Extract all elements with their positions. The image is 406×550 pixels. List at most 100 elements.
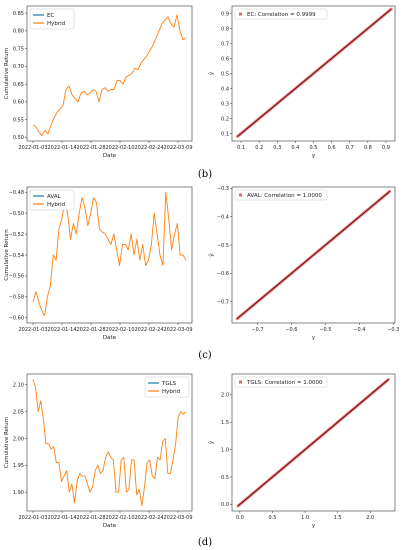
x-tick-label: 0.2 — [255, 145, 263, 151]
y-tick-label: 0.6 — [221, 56, 229, 62]
x-tick-label: 0.9 — [382, 145, 390, 151]
legend-entry: AVAL — [47, 194, 62, 200]
x-tick-label: 0.6 — [328, 145, 336, 151]
x-tick-label: 2022-01-28 — [76, 145, 105, 151]
x-axis-label: y — [312, 523, 316, 529]
y-tick-label: 0.0 — [221, 502, 229, 508]
x-tick-label: 2.0 — [366, 515, 374, 521]
plot-frame — [231, 373, 396, 512]
x-tick-label: 0.5 — [268, 515, 276, 521]
y-tick-label: −0.50 — [9, 211, 24, 217]
plot-frame — [26, 5, 193, 142]
fit-line-overlay — [237, 379, 389, 507]
x-tick-label: 0.3 — [273, 145, 281, 151]
x-tick-label: −0.4 — [353, 327, 365, 333]
y-axis-label: ŷ — [208, 71, 215, 75]
x-tick-label: 2022-01-03 — [18, 145, 47, 151]
x-tick-label: 2022-02-10 — [105, 515, 134, 521]
x-axis-label: Date — [103, 335, 117, 341]
x-tick-label: 2022-01-28 — [76, 327, 105, 333]
legend-entry: EC — [47, 13, 54, 19]
legend-box — [234, 376, 328, 388]
plot-frame — [231, 186, 396, 324]
legend-box — [234, 8, 328, 20]
y-tick-label: 0.80 — [13, 29, 24, 35]
x-axis-label: y — [312, 153, 316, 159]
y-tick-label: 0.5 — [221, 71, 229, 77]
y-tick-label: 2.05 — [13, 409, 24, 415]
panel-label-c: (c) — [198, 350, 212, 361]
x-tick-label: 0.8 — [364, 145, 372, 151]
y-tick-label: 0.7 — [221, 41, 229, 47]
legend-entry: Hybrid — [47, 21, 65, 27]
legend-swatch — [239, 193, 242, 197]
series-line-hybrid — [32, 379, 187, 507]
x-tick-label: 2022-01-14 — [47, 327, 76, 333]
x-tick-label: 2022-03-09 — [163, 515, 192, 521]
x-tick-label: −0.3 — [387, 327, 399, 333]
y-tick-label: 2.0 — [221, 393, 229, 399]
y-tick-label: 0.50 — [13, 135, 24, 141]
y-tick-label: 1.0 — [221, 447, 229, 453]
y-tick-label: −0.48 — [9, 190, 24, 196]
y-tick-label: 0.75 — [13, 46, 24, 52]
x-tick-label: 2022-03-09 — [163, 327, 192, 333]
fit-line-overlay — [236, 191, 391, 319]
x-tick-label: 0.5 — [310, 145, 318, 151]
y-tick-label: 0.2 — [221, 116, 229, 122]
legend-entry: TGLS: Correlation = 1.0000 — [246, 380, 323, 386]
legend-swatch — [239, 380, 242, 384]
x-tick-label: 2022-02-10 — [105, 145, 134, 151]
y-tick-label: −0.6 — [217, 271, 229, 277]
x-tick-label: 2022-03-09 — [163, 145, 192, 151]
y-tick-label: −0.52 — [9, 232, 24, 238]
legend-box — [144, 376, 190, 398]
legend-box — [29, 8, 75, 30]
x-tick-label: 0.1 — [237, 145, 245, 151]
x-tick-label: 2022-01-14 — [47, 145, 76, 151]
x-tick-label: 1.0 — [301, 515, 309, 521]
y-axis-label: Cumulative Return — [4, 416, 10, 468]
x-tick-label: 0.0 — [236, 515, 244, 521]
y-tick-label: 0.3 — [221, 101, 229, 107]
x-tick-label: −0.6 — [285, 327, 297, 333]
legend-box — [234, 189, 328, 201]
chart-6: 0.0 0.5 1.0 1.5 2.0 0.0 0.5 1.0 1.5 2.0 y ŷ TGLS: Co… — [208, 373, 396, 529]
legend-entry: Hybrid — [162, 389, 180, 395]
y-tick-label: 0.70 — [13, 64, 24, 70]
x-tick-label: 2022-02-24 — [134, 145, 163, 151]
x-tick-label: 2022-01-03 — [18, 327, 47, 333]
scatter-point — [390, 7, 393, 11]
plot-frame — [26, 373, 193, 512]
x-tick-label: 2022-02-10 — [105, 327, 134, 333]
x-axis-label: Date — [103, 153, 117, 159]
y-axis-label: Cumulative Return — [4, 47, 10, 99]
y-tick-label: −0.3 — [217, 186, 229, 192]
y-tick-label: −0.5 — [217, 243, 229, 249]
legend-entry: EC: Correlation = 0.9999 — [247, 12, 316, 18]
x-tick-label: 0.4 — [291, 145, 299, 151]
y-tick-label: 0.5 — [221, 475, 229, 481]
y-tick-label: 0.4 — [221, 86, 229, 92]
y-tick-label: 0.8 — [221, 26, 229, 32]
y-axis-label: ŷ — [208, 440, 215, 444]
x-tick-label: −0.5 — [319, 327, 331, 333]
y-tick-label: 1.95 — [13, 463, 24, 469]
y-tick-label: −0.7 — [217, 300, 229, 306]
panel-label-b: (b) — [198, 169, 212, 180]
legend-entry: AVAL: Correlation = 1.0000 — [247, 193, 322, 199]
x-tick-label: 2022-02-24 — [134, 327, 163, 333]
x-tick-label: 0.7 — [346, 145, 354, 151]
legend-entry: Hybrid — [47, 202, 65, 208]
legend-box — [29, 189, 75, 211]
legend-entry: TGLS — [161, 381, 177, 387]
x-tick-label: 1.5 — [334, 515, 342, 521]
y-tick-label: −0.54 — [9, 253, 24, 259]
chart-5: 2.10 2.05 2.00 1.95 1.90 2022-01-03 2022-01-14… — [4, 373, 193, 529]
x-tick-label: 2022-01-03 — [18, 515, 47, 521]
series-line-hybrid — [32, 191, 187, 317]
y-tick-label: 0.65 — [13, 82, 24, 88]
y-tick-label: 0.55 — [13, 117, 24, 123]
x-tick-label: 2022-02-24 — [134, 515, 163, 521]
